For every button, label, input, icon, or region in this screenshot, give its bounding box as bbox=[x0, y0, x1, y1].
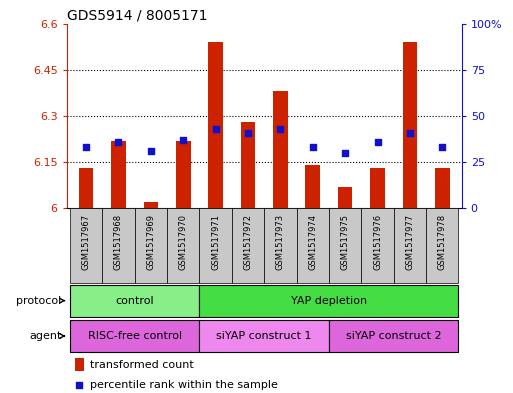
Bar bbox=[74, 358, 85, 371]
Point bbox=[179, 137, 187, 143]
Text: GDS5914 / 8005171: GDS5914 / 8005171 bbox=[67, 8, 207, 22]
Text: RISC-free control: RISC-free control bbox=[88, 331, 182, 341]
FancyBboxPatch shape bbox=[361, 208, 393, 283]
FancyBboxPatch shape bbox=[135, 208, 167, 283]
Text: GSM1517973: GSM1517973 bbox=[276, 214, 285, 270]
FancyBboxPatch shape bbox=[70, 285, 200, 316]
Text: GSM1517971: GSM1517971 bbox=[211, 214, 220, 270]
FancyBboxPatch shape bbox=[200, 285, 459, 316]
Point bbox=[341, 150, 349, 156]
Text: GSM1517968: GSM1517968 bbox=[114, 214, 123, 270]
FancyBboxPatch shape bbox=[264, 208, 297, 283]
Bar bbox=[111, 141, 126, 208]
FancyBboxPatch shape bbox=[102, 208, 135, 283]
Point bbox=[309, 144, 317, 151]
Text: GSM1517972: GSM1517972 bbox=[244, 214, 252, 270]
Point bbox=[406, 129, 414, 136]
Point bbox=[438, 144, 446, 151]
Point bbox=[211, 126, 220, 132]
FancyBboxPatch shape bbox=[426, 208, 459, 283]
FancyBboxPatch shape bbox=[70, 320, 200, 352]
Text: siYAP construct 2: siYAP construct 2 bbox=[346, 331, 442, 341]
Point bbox=[114, 139, 123, 145]
Text: GSM1517967: GSM1517967 bbox=[82, 214, 91, 270]
Text: GSM1517978: GSM1517978 bbox=[438, 214, 447, 270]
FancyBboxPatch shape bbox=[70, 208, 102, 283]
Bar bbox=[305, 165, 320, 208]
Text: transformed count: transformed count bbox=[90, 360, 194, 370]
Text: GSM1517969: GSM1517969 bbox=[146, 214, 155, 270]
Point bbox=[147, 148, 155, 154]
Bar bbox=[241, 122, 255, 208]
Bar bbox=[144, 202, 158, 208]
FancyBboxPatch shape bbox=[200, 320, 329, 352]
FancyBboxPatch shape bbox=[393, 208, 426, 283]
Bar bbox=[273, 91, 288, 208]
Text: agent: agent bbox=[29, 331, 62, 341]
Point bbox=[277, 126, 285, 132]
FancyBboxPatch shape bbox=[232, 208, 264, 283]
Text: GSM1517977: GSM1517977 bbox=[405, 214, 415, 270]
Bar bbox=[338, 187, 352, 208]
Text: GSM1517975: GSM1517975 bbox=[341, 214, 350, 270]
Bar bbox=[370, 168, 385, 208]
Text: GSM1517974: GSM1517974 bbox=[308, 214, 317, 270]
FancyBboxPatch shape bbox=[297, 208, 329, 283]
Point bbox=[244, 129, 252, 136]
Point bbox=[82, 144, 90, 151]
FancyBboxPatch shape bbox=[329, 320, 459, 352]
Bar bbox=[208, 42, 223, 208]
Text: control: control bbox=[115, 296, 154, 306]
FancyBboxPatch shape bbox=[167, 208, 200, 283]
Point bbox=[373, 139, 382, 145]
Bar bbox=[79, 168, 93, 208]
Bar bbox=[176, 141, 190, 208]
Point bbox=[75, 382, 84, 388]
Text: protocol: protocol bbox=[16, 296, 62, 306]
Text: siYAP construct 1: siYAP construct 1 bbox=[216, 331, 312, 341]
Text: percentile rank within the sample: percentile rank within the sample bbox=[90, 380, 278, 390]
Text: YAP depletion: YAP depletion bbox=[291, 296, 367, 306]
Bar bbox=[435, 168, 449, 208]
Bar bbox=[403, 42, 417, 208]
Text: GSM1517976: GSM1517976 bbox=[373, 214, 382, 270]
FancyBboxPatch shape bbox=[200, 208, 232, 283]
FancyBboxPatch shape bbox=[329, 208, 361, 283]
Text: GSM1517970: GSM1517970 bbox=[179, 214, 188, 270]
